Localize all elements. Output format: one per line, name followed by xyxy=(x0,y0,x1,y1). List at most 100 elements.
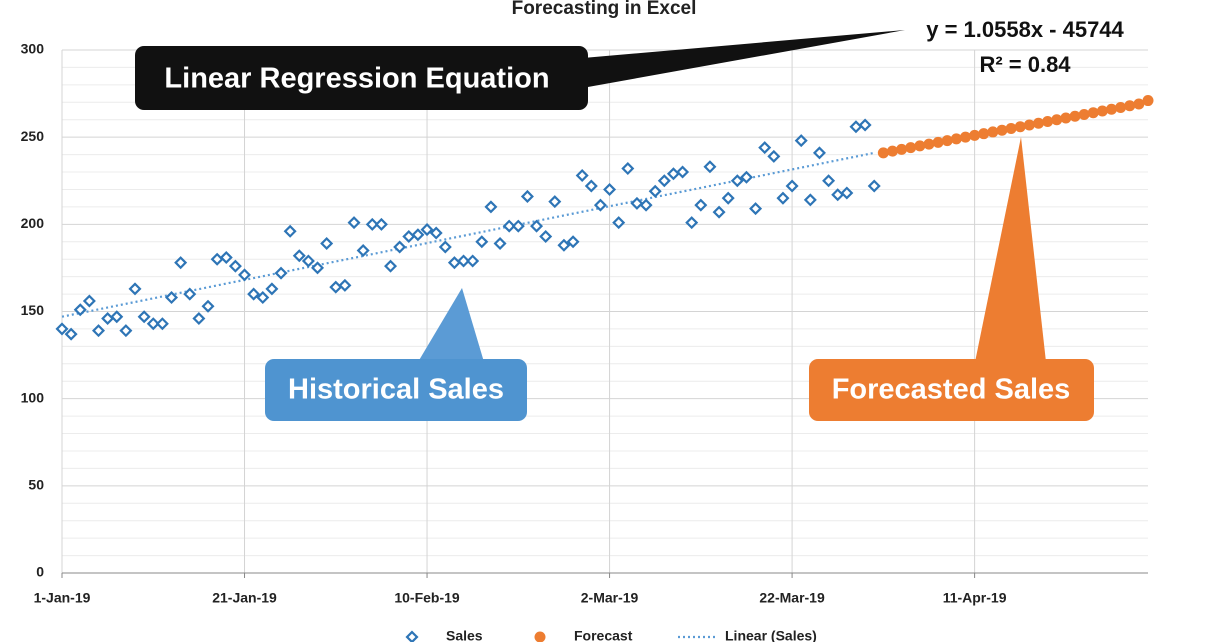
data-point xyxy=(730,174,744,188)
data-point xyxy=(137,310,151,324)
data-point xyxy=(557,238,571,252)
data-point xyxy=(877,147,889,159)
trend-equation: y = 1.0558x - 45744 xyxy=(926,17,1124,42)
data-point xyxy=(657,174,671,188)
legend-marker xyxy=(405,630,419,642)
legend-label: Linear (Sales) xyxy=(725,628,817,642)
data-point xyxy=(101,311,115,325)
data-point xyxy=(593,198,607,212)
x-tick-label: 1-Jan-19 xyxy=(34,590,91,606)
data-point xyxy=(803,193,817,207)
data-point xyxy=(338,278,352,292)
data-point xyxy=(905,142,917,154)
data-point xyxy=(959,131,971,143)
data-point xyxy=(749,202,763,216)
y-tick-label: 100 xyxy=(21,389,45,405)
data-point xyxy=(228,259,242,273)
data-point xyxy=(174,256,188,270)
data-point xyxy=(1069,110,1081,122)
data-point xyxy=(201,299,215,313)
data-point xyxy=(247,287,261,301)
data-point xyxy=(950,133,962,145)
data-point xyxy=(329,280,343,294)
callout-text: Forecasted Sales xyxy=(832,374,1071,406)
data-point xyxy=(283,224,297,238)
y-tick-label: 50 xyxy=(28,477,44,493)
data-point xyxy=(475,235,489,249)
data-point xyxy=(566,235,580,249)
data-point xyxy=(831,188,845,202)
data-point xyxy=(969,129,981,141)
data-point xyxy=(694,198,708,212)
data-point xyxy=(374,217,388,231)
data-point xyxy=(219,250,233,264)
x-tick-label: 22-Mar-19 xyxy=(759,590,825,606)
data-point xyxy=(1078,109,1090,121)
data-point xyxy=(301,254,315,268)
data-point xyxy=(192,311,206,325)
callout-text: Linear Regression Equation xyxy=(164,63,549,95)
data-point xyxy=(896,143,908,155)
data-point xyxy=(466,254,480,268)
data-point xyxy=(548,195,562,209)
legend-label: Sales xyxy=(446,628,483,642)
y-tick-label: 250 xyxy=(21,128,45,144)
callout-box xyxy=(809,359,1094,421)
data-point xyxy=(55,322,69,336)
data-point xyxy=(666,167,680,181)
data-point xyxy=(411,228,425,242)
data-point xyxy=(1060,112,1072,124)
data-point xyxy=(1087,107,1099,119)
data-point xyxy=(457,254,471,268)
data-point xyxy=(165,291,179,305)
data-point xyxy=(932,136,944,148)
data-point xyxy=(758,141,772,155)
data-point xyxy=(347,216,361,230)
data-point xyxy=(1105,103,1117,115)
y-tick-label: 300 xyxy=(21,41,45,57)
data-point xyxy=(311,261,325,275)
data-point xyxy=(923,138,935,150)
data-point xyxy=(1096,105,1108,117)
data-point xyxy=(183,287,197,301)
data-point xyxy=(73,303,87,317)
data-point xyxy=(685,216,699,230)
data-point xyxy=(703,160,717,174)
data-point xyxy=(110,310,124,324)
data-point xyxy=(575,169,589,183)
data-point xyxy=(612,216,626,230)
data-point xyxy=(630,196,644,210)
data-point xyxy=(484,200,498,214)
x-tick-label: 11-Apr-19 xyxy=(943,590,1007,606)
data-point xyxy=(739,170,753,184)
data-point xyxy=(584,179,598,193)
y-tick-label: 150 xyxy=(21,302,45,318)
data-point xyxy=(356,243,370,257)
callout-pointer xyxy=(975,137,1046,362)
legend-label: Forecast xyxy=(574,628,633,642)
data-point xyxy=(530,219,544,233)
y-tick-label: 200 xyxy=(21,215,45,231)
y-tick-label: 0 xyxy=(36,564,44,580)
x-tick-label: 2-Mar-19 xyxy=(581,590,639,606)
data-point xyxy=(849,120,863,134)
x-tick-label: 10-Feb-19 xyxy=(394,590,460,606)
data-point xyxy=(978,128,990,140)
marks xyxy=(55,95,1154,341)
data-point xyxy=(502,219,516,233)
data-point xyxy=(393,240,407,254)
data-point xyxy=(1133,98,1145,110)
data-point xyxy=(384,259,398,273)
data-point xyxy=(767,149,781,163)
data-point xyxy=(712,205,726,219)
data-point xyxy=(639,198,653,212)
x-tick-label: 21-Jan-19 xyxy=(212,590,277,606)
data-point xyxy=(128,282,142,296)
data-point xyxy=(1124,100,1136,112)
data-point xyxy=(914,140,926,152)
data-point xyxy=(1005,122,1017,134)
data-point xyxy=(119,324,133,338)
data-point xyxy=(402,230,416,244)
callout-box xyxy=(135,46,588,110)
data-point xyxy=(1042,115,1054,127)
